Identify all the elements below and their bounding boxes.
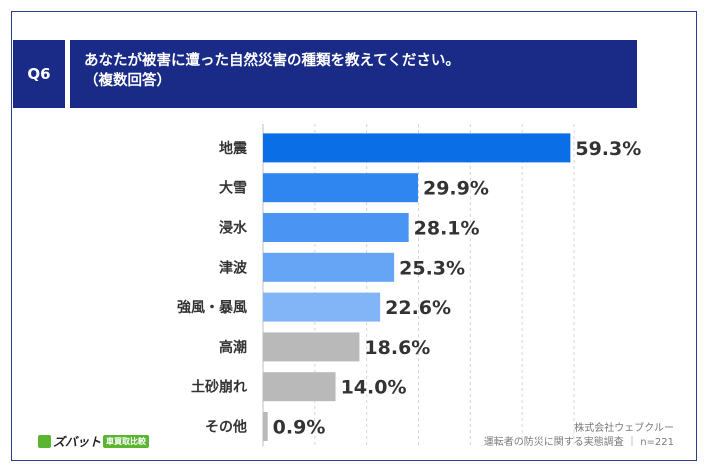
bar: [263, 372, 336, 402]
category-label: 津波: [219, 259, 248, 276]
category-label: 高潮: [219, 339, 247, 356]
value-label: 59.3%: [575, 138, 641, 160]
question-line1: あなたが被害に遭った自然災害の種類を教えてください。: [84, 53, 460, 69]
footer-sample-size: n=221: [640, 437, 674, 448]
category-label: 地震: [219, 140, 248, 157]
zubat-logo: ズバット 車買取比較: [38, 433, 150, 450]
bar: [263, 412, 268, 441]
footer-survey-line: 運転者の防災に関する実態調査 ｜ n=221: [484, 436, 674, 450]
value-label: 0.9%: [273, 417, 326, 439]
value-label: 29.9%: [423, 178, 489, 200]
bar: [263, 213, 409, 242]
question-header: あなたが被害に遭った自然災害の種類を教えてください。 （複数回答）: [70, 40, 637, 108]
car-icon: [38, 435, 51, 448]
category-label: 浸水: [219, 220, 248, 237]
question-number: Q6: [27, 65, 51, 83]
category-label: 大雪: [219, 180, 247, 197]
bar: [263, 332, 360, 362]
value-label: 25.3%: [399, 257, 465, 279]
footer-separator: ｜: [627, 437, 637, 448]
category-label: その他: [205, 419, 247, 436]
logo-tag: 車買取比較: [103, 435, 150, 448]
value-label: 22.6%: [385, 297, 451, 319]
value-label: 18.6%: [364, 337, 430, 359]
category-label: 強風・暴風: [177, 299, 247, 316]
footer-company: 株式会社ウェブクルー: [574, 423, 674, 434]
bar: [263, 133, 571, 163]
value-label: 28.1%: [414, 218, 480, 240]
bar: [263, 252, 395, 282]
bar: [263, 173, 418, 203]
question-badge: Q6: [13, 40, 65, 108]
logo-name: ズバット: [53, 435, 102, 449]
footer-survey: 運転者の防災に関する実態調査: [483, 437, 624, 448]
question-line2: （複数回答）: [84, 73, 171, 89]
bar: [263, 292, 381, 322]
category-label: 土砂崩れ: [191, 379, 247, 396]
value-label: 14.0%: [341, 377, 407, 399]
footer-source: 株式会社ウェブクルー 運転者の防災に関する実態調査 ｜ n=221: [484, 422, 674, 450]
